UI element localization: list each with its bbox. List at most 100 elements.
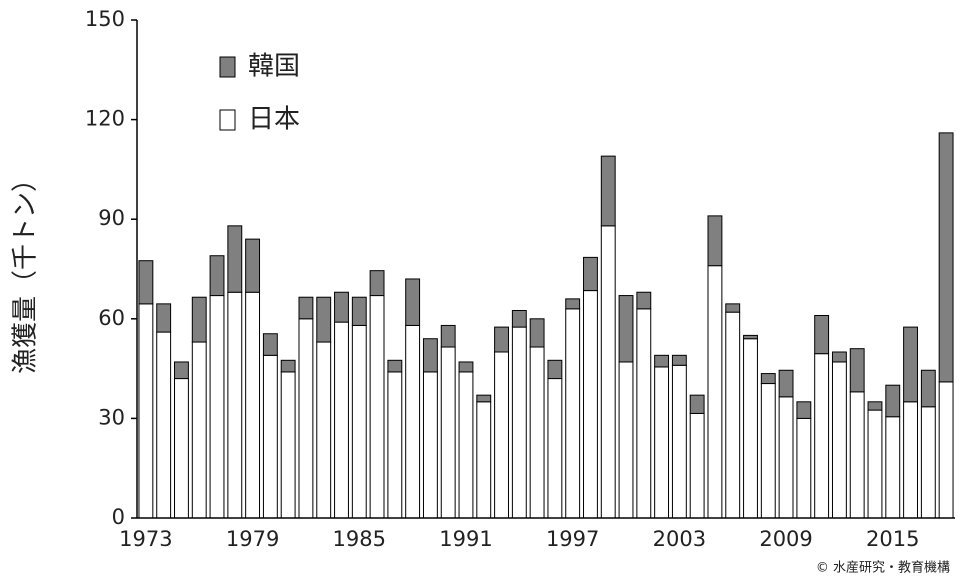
bar-segment (618, 295, 634, 363)
bar-segment (778, 369, 794, 398)
bar-segment (689, 394, 705, 414)
bar-segment (867, 409, 883, 519)
y-tick-label: 60 (98, 306, 125, 330)
bar-segment (743, 334, 758, 340)
legend-swatch (219, 56, 236, 78)
bar-segment (191, 341, 207, 519)
bar-segment (654, 366, 670, 519)
bar-segment (405, 324, 421, 519)
bar-segment (494, 351, 509, 519)
bar-segment (156, 331, 172, 519)
bar-segment (440, 346, 456, 519)
bar-segment (938, 381, 954, 519)
bar-segment (387, 359, 403, 373)
bar-segment (369, 295, 385, 519)
bar-segment (565, 308, 581, 519)
bar-segment (849, 348, 865, 393)
bar-segment (903, 401, 918, 519)
bar-segment (316, 296, 332, 343)
bar-segment (476, 401, 492, 519)
bar-segment (600, 225, 616, 519)
bar-segment (511, 326, 527, 519)
bar-segment (191, 296, 207, 343)
bar-segment (707, 215, 723, 267)
bar-segment (529, 346, 545, 519)
bar-segment (654, 354, 670, 368)
x-tick-label: 1979 (226, 527, 279, 551)
bar-segment (938, 132, 954, 383)
bar-segment (778, 396, 794, 519)
bar-segment (618, 361, 634, 519)
bar-segment (547, 359, 563, 380)
x-tick-label: 1991 (439, 527, 492, 551)
source-credit: © 水産研究・教育機構 (816, 560, 950, 576)
y-tick-label: 0 (112, 505, 125, 529)
bar-segment (405, 278, 421, 326)
bar-segment (920, 369, 936, 408)
bar-segment (280, 359, 296, 373)
bar-segment (707, 265, 723, 519)
bar-segment (369, 270, 385, 297)
bar-segment (671, 354, 687, 366)
bar-segment (476, 394, 492, 403)
x-tick-label: 2015 (866, 527, 919, 551)
bar-segment (351, 324, 367, 519)
bar-segment (583, 290, 598, 519)
bar-segment (743, 338, 758, 519)
bar-segment (334, 321, 349, 519)
bar-segment (209, 295, 225, 519)
bar-segment (440, 324, 456, 348)
bar-segment (351, 296, 367, 326)
x-tick-label: 2003 (653, 527, 706, 551)
bar-segment (529, 318, 545, 348)
bar-segment (636, 291, 652, 310)
bar-segment (458, 361, 474, 373)
bar-segment (245, 238, 261, 293)
bar-segment (565, 298, 581, 310)
bar-segment (885, 416, 901, 519)
bar-segment (174, 378, 189, 519)
y-tick-label: 30 (98, 405, 125, 429)
bar-segment (831, 361, 847, 519)
bar-segment (511, 310, 527, 328)
bar-segment (725, 303, 741, 313)
y-tick-label: 120 (85, 107, 125, 131)
bar-segment (814, 314, 830, 355)
bar-segment (227, 225, 243, 293)
bar-segment (689, 412, 705, 519)
legend-label: 韓国 (248, 52, 300, 82)
bar-segment (262, 333, 278, 356)
bar-segment (920, 406, 936, 519)
bar-segment (245, 291, 261, 519)
x-tick-label: 1985 (333, 527, 386, 551)
bar-segment (831, 351, 847, 363)
bar-segment (138, 303, 154, 519)
bar-segment (796, 417, 812, 519)
bar-segment (494, 326, 509, 353)
bar-segment (298, 296, 314, 320)
bar-segment (583, 256, 598, 292)
bar-segment (280, 371, 296, 519)
bar-segment (387, 371, 403, 519)
bar-segment (156, 303, 172, 333)
bar-segment (814, 353, 830, 519)
x-tick-label: 2009 (759, 527, 812, 551)
bar-segment (903, 326, 918, 403)
bar-segment (671, 364, 687, 519)
bar-segment (796, 401, 812, 419)
bar-segment (298, 318, 314, 519)
bar-segment (334, 291, 349, 323)
bar-segment (209, 255, 225, 297)
bar-segment (174, 361, 189, 380)
legend-swatch (219, 109, 236, 131)
bar-segment (227, 291, 243, 519)
x-tick-label: 1997 (546, 527, 599, 551)
bar-segment (725, 311, 741, 519)
bar-segment (849, 391, 865, 519)
bar-segment (636, 308, 652, 519)
y-axis-title: 漁獲量（千トン） (11, 166, 41, 374)
bar-segment (867, 401, 883, 411)
legend-label: 日本 (248, 105, 300, 135)
bar-segment (760, 373, 776, 385)
